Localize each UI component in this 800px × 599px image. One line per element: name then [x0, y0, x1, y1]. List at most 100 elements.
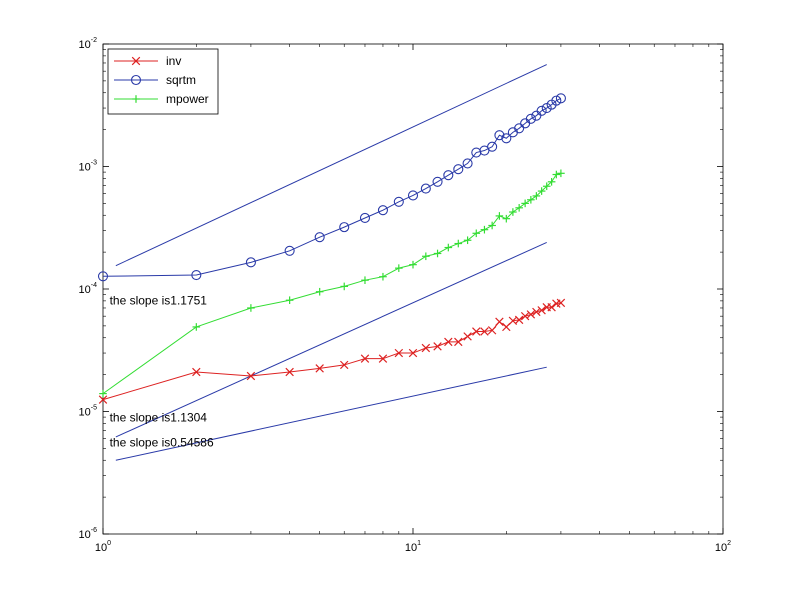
series-line-mpower [102, 172, 562, 395]
legend-marker [130, 74, 142, 86]
data-point-mpower [480, 225, 489, 234]
legend-label: mpower [166, 92, 209, 106]
data-point-mpower [433, 249, 442, 258]
data-point-mpower [527, 195, 535, 204]
legend-item-inv: inv [114, 54, 181, 68]
slope-annotation: the slope is1.1304 [110, 410, 208, 424]
data-point-inv [98, 395, 108, 404]
data-point-sqrtm [377, 205, 389, 216]
data-point-inv [394, 348, 404, 358]
data-point-inv [547, 302, 556, 312]
data-point-inv [421, 343, 431, 353]
data-point-mpower [340, 282, 349, 291]
data-point-inv [454, 337, 463, 347]
data-point-mpower [547, 178, 556, 186]
data-point-sqrtm [453, 164, 464, 175]
data-point-mpower [315, 287, 324, 296]
data-point-mpower [247, 304, 255, 312]
data-point-mpower [361, 276, 369, 284]
x-tick-label: 101 [405, 540, 421, 554]
legend: inv sqrtm mpower [107, 48, 219, 115]
data-point-inv [463, 332, 472, 341]
y-tick-label: 10-5 [79, 405, 98, 419]
data-point-mpower [509, 208, 517, 216]
data-point-sqrtm [407, 190, 419, 201]
axis-ticks: 100 101 102 10-6 10-5 10-4 10-3 10-2 [79, 37, 732, 554]
x-tick-label: 102 [715, 540, 731, 554]
plot-area [102, 43, 724, 535]
data-point-sqrtm [494, 130, 505, 141]
data-point-inv [192, 367, 201, 377]
legend-marker [131, 56, 141, 66]
data-point-mpower [422, 252, 430, 261]
y-tick-label: 10-6 [79, 527, 98, 541]
data-point-sqrtm [432, 176, 443, 187]
legend-label: sqrtm [166, 73, 196, 87]
data-point-sqrtm [501, 133, 512, 144]
data-point-inv [285, 367, 294, 377]
data-point-mpower [495, 212, 504, 220]
data-point-sqrtm [359, 212, 371, 224]
data-point-inv [472, 327, 481, 336]
data-point-mpower [552, 170, 561, 179]
data-point-mpower [463, 236, 472, 245]
data-point-inv [444, 337, 453, 347]
data-point-inv [526, 310, 536, 319]
data-point-inv [480, 327, 489, 336]
series-mpower [99, 169, 565, 398]
data-point-sqrtm [393, 196, 404, 207]
series-layer [97, 93, 566, 404]
data-point-inv [495, 317, 504, 327]
series-sqrtm [97, 93, 566, 282]
data-point-inv [408, 348, 418, 358]
reference-line-2 [115, 241, 547, 438]
annotations: the slope is1.1751 the slope is1.1304 the … [110, 293, 214, 449]
data-point-inv [360, 354, 370, 363]
data-point-mpower [379, 272, 387, 281]
data-point-mpower [502, 214, 511, 223]
data-point-inv [556, 298, 566, 308]
y-tick-label: 10-3 [79, 160, 98, 174]
series-inv [98, 298, 566, 404]
reference-line-1 [115, 64, 547, 267]
data-point-inv [514, 315, 524, 325]
data-point-sqrtm [339, 222, 350, 233]
data-point-sqrtm [525, 113, 536, 124]
data-point-mpower [395, 264, 403, 272]
data-point-inv [520, 311, 530, 321]
y-tick-label: 10-2 [79, 37, 98, 51]
data-point-mpower [537, 187, 546, 195]
legend-item-mpower: mpower [114, 92, 209, 106]
data-point-mpower [472, 229, 481, 238]
data-point-inv [537, 306, 546, 315]
data-point-inv [315, 364, 324, 373]
data-point-inv [246, 371, 256, 381]
data-point-sqrtm [487, 141, 498, 152]
data-point-mpower [192, 323, 201, 331]
data-point-sqrtm [97, 271, 109, 282]
data-point-mpower [557, 169, 565, 178]
data-point-sqrtm [555, 93, 566, 104]
data-point-inv [433, 342, 442, 351]
data-point-inv [532, 307, 541, 317]
data-point-mpower [515, 204, 523, 212]
x-tick-label: 100 [95, 540, 111, 554]
legend-box [107, 48, 219, 115]
slope-annotation: the slope is1.1751 [110, 293, 208, 307]
legend-item-sqrtm: sqrtm [114, 73, 196, 87]
data-point-sqrtm [462, 158, 473, 169]
data-point-mpower [409, 260, 417, 269]
data-point-sqrtm [245, 257, 256, 268]
legend-label: inv [166, 54, 181, 68]
data-point-mpower [99, 389, 107, 398]
data-point-sqrtm [536, 105, 547, 116]
data-point-inv [487, 326, 497, 335]
reference-lines [115, 64, 547, 461]
data-point-sqrtm [514, 123, 525, 134]
slope-annotation: the slope is0.54586 [110, 435, 214, 449]
data-point-mpower [444, 243, 453, 252]
data-point-sqrtm [551, 95, 562, 106]
data-point-inv [502, 322, 511, 332]
data-point-sqrtm [420, 183, 431, 194]
